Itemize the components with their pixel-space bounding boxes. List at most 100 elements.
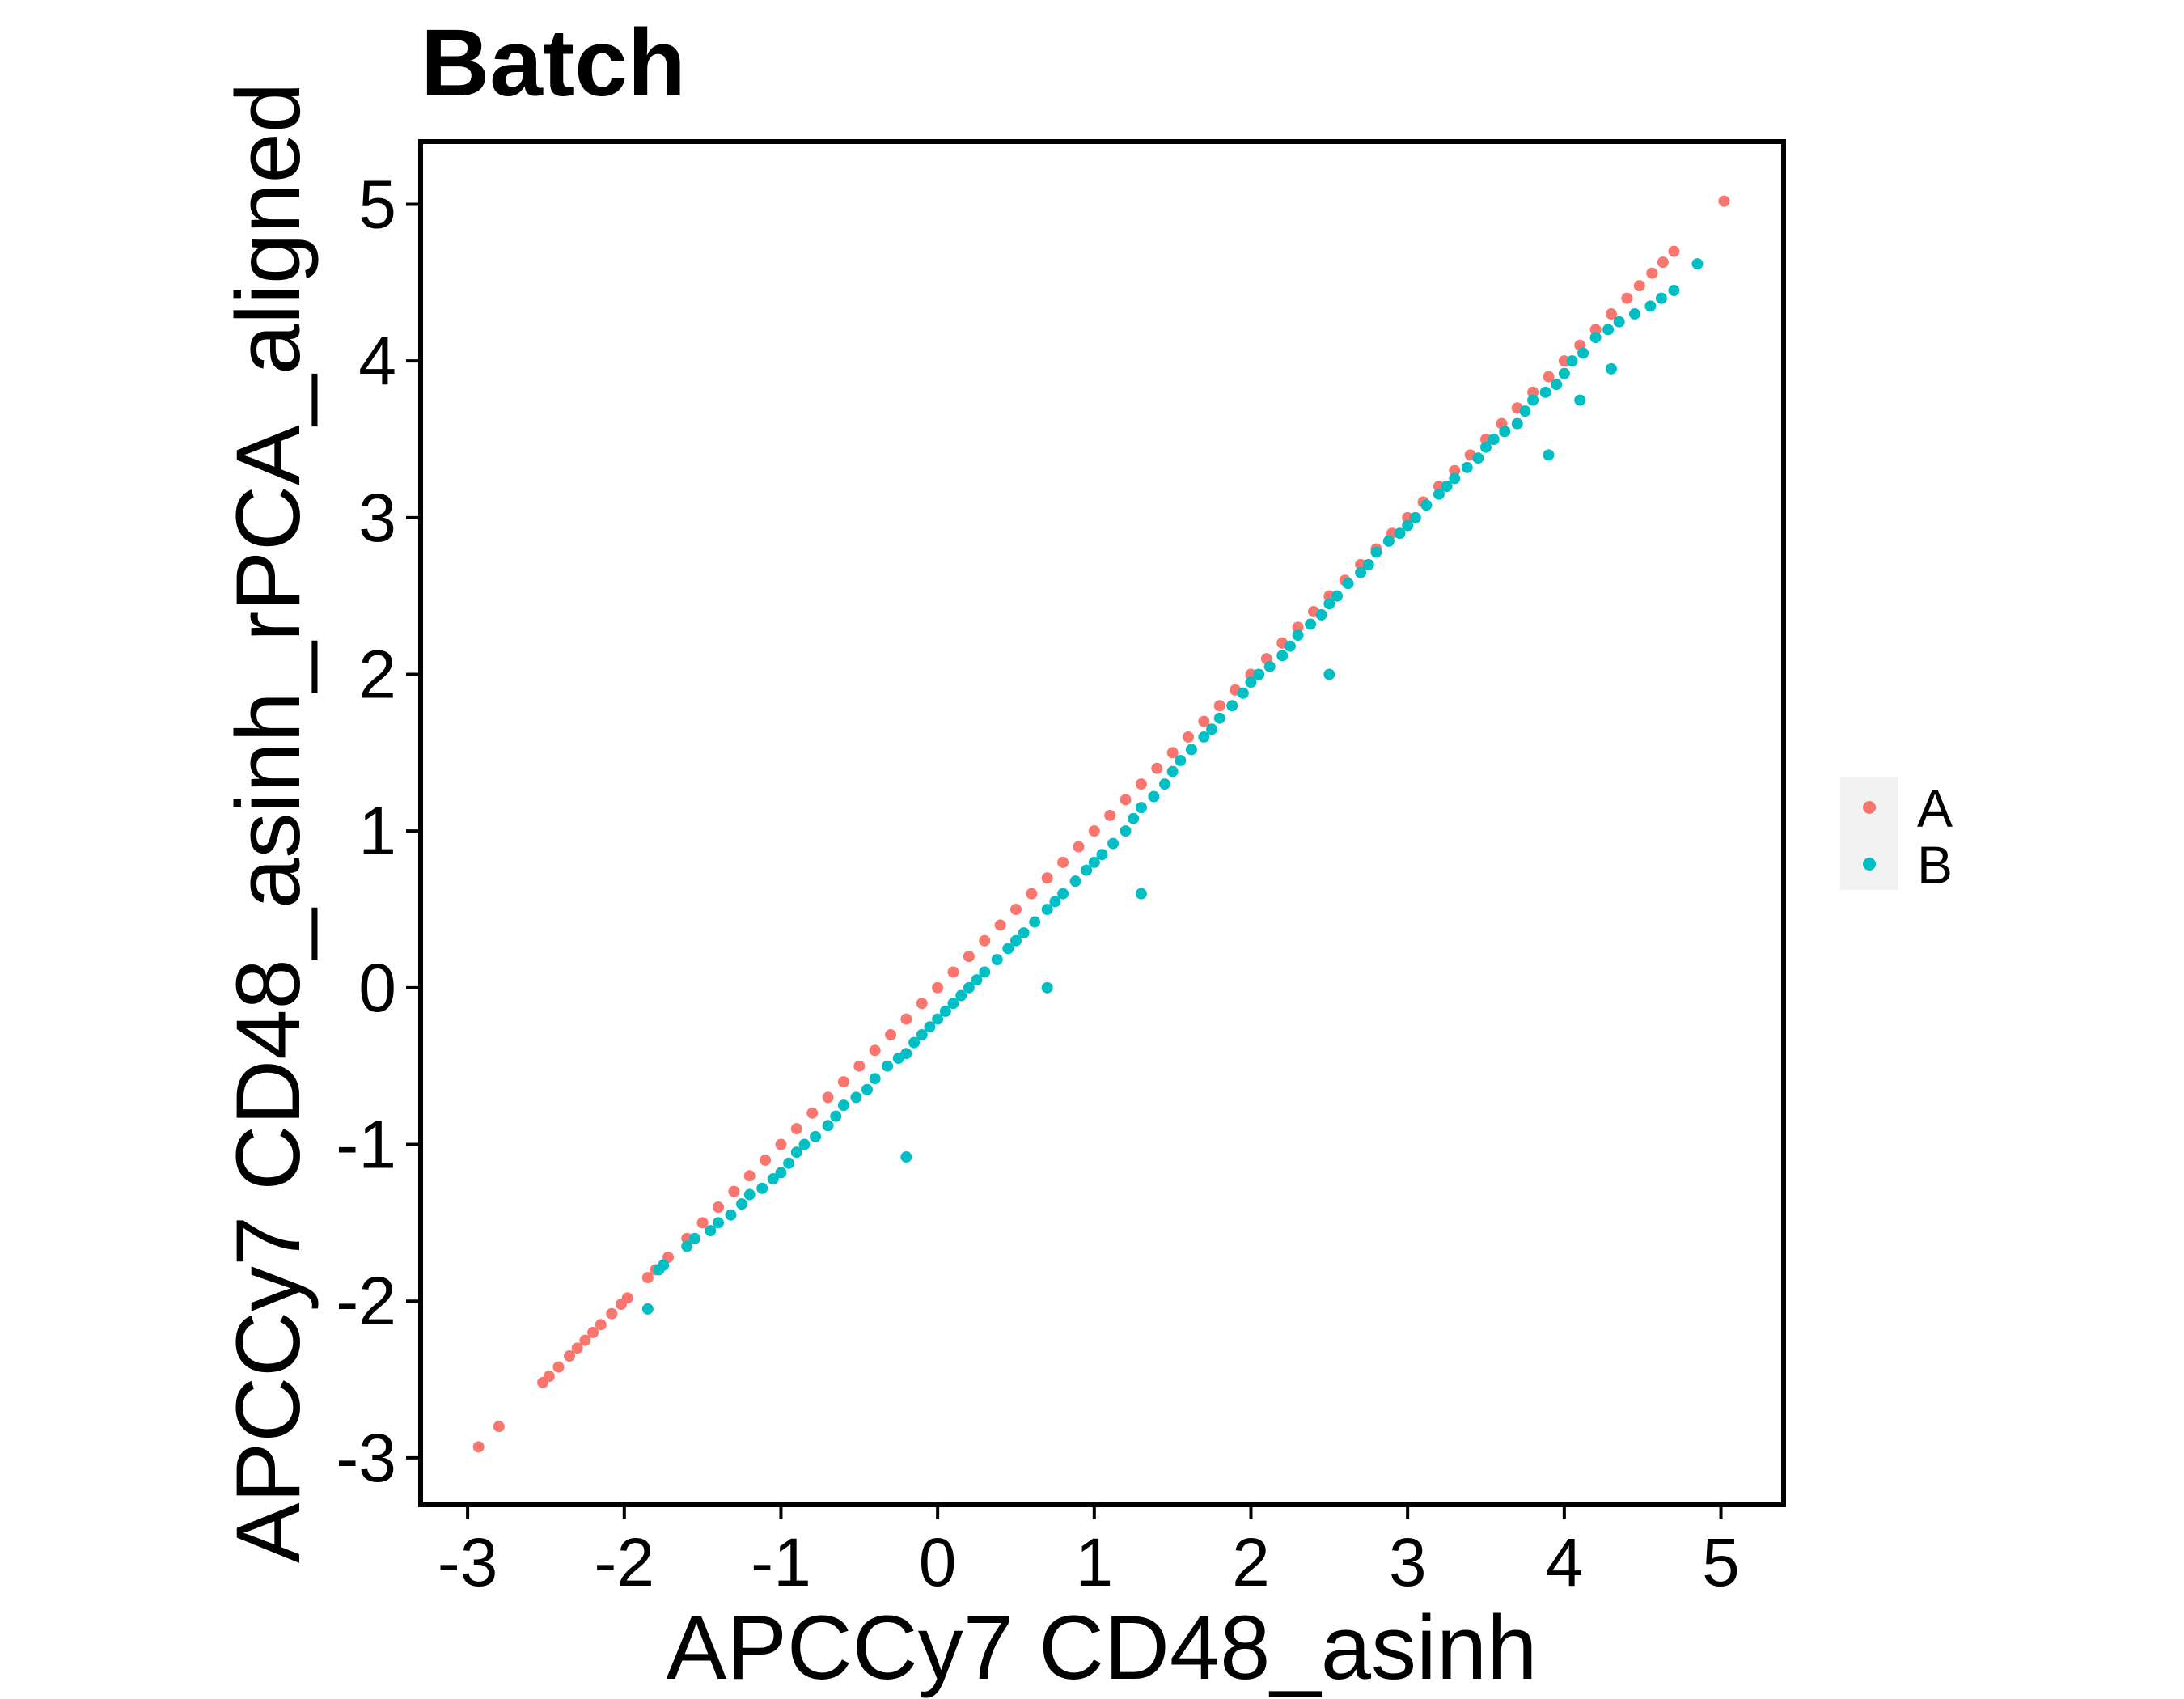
data-point xyxy=(1128,812,1140,824)
data-point xyxy=(932,1013,944,1025)
data-point xyxy=(1069,875,1081,888)
data-point xyxy=(1049,896,1061,908)
data-point xyxy=(869,1073,881,1085)
data-point xyxy=(1433,481,1445,493)
data-point xyxy=(1166,765,1179,777)
x-tick-label: 0 xyxy=(919,1524,957,1600)
data-point xyxy=(681,1232,693,1244)
data-point xyxy=(1480,441,1492,453)
data-point xyxy=(1394,527,1406,540)
data-point xyxy=(1433,488,1445,500)
data-point xyxy=(1057,888,1069,900)
legend-key-A xyxy=(1863,801,1876,814)
data-point xyxy=(696,1217,709,1229)
data-point xyxy=(1402,519,1414,532)
data-point xyxy=(1558,355,1570,367)
data-point xyxy=(705,1225,717,1237)
series-B xyxy=(641,258,1704,1315)
legend-key-B xyxy=(1863,858,1876,871)
data-point xyxy=(775,1138,787,1150)
data-point xyxy=(837,1099,849,1112)
data-point xyxy=(1644,300,1657,312)
data-point xyxy=(1206,723,1218,735)
data-point xyxy=(728,1185,740,1197)
data-point xyxy=(1002,943,1014,955)
data-point xyxy=(756,1182,768,1194)
data-point xyxy=(1148,790,1160,803)
data-point xyxy=(790,1146,802,1159)
data-point xyxy=(1527,386,1539,398)
data-point xyxy=(939,1005,951,1017)
data-point xyxy=(932,981,944,994)
data-point xyxy=(1409,511,1421,523)
data-point xyxy=(641,1303,654,1315)
data-point xyxy=(837,1076,849,1088)
data-point xyxy=(869,1044,881,1057)
data-point xyxy=(1253,668,1265,680)
data-point xyxy=(1402,511,1414,523)
data-point xyxy=(955,989,967,1002)
data-point xyxy=(1621,292,1633,304)
x-tick-label: -2 xyxy=(594,1524,654,1600)
data-point xyxy=(1449,464,1461,477)
legend-label-A: A xyxy=(1917,778,1953,838)
data-point xyxy=(810,1130,822,1142)
data-point xyxy=(1041,904,1053,916)
data-point xyxy=(1175,755,1187,767)
y-tick-label: 5 xyxy=(358,166,396,242)
data-point xyxy=(1107,837,1120,850)
data-point xyxy=(1480,433,1492,445)
data-point xyxy=(1057,856,1069,868)
data-point xyxy=(1183,731,1195,743)
data-point xyxy=(924,1021,936,1033)
x-tick-label: -3 xyxy=(438,1524,498,1600)
data-point xyxy=(1646,267,1658,279)
data-point xyxy=(1382,535,1395,547)
data-point xyxy=(775,1167,787,1179)
data-point xyxy=(1305,618,1317,630)
data-point xyxy=(1088,856,1100,868)
data-point xyxy=(1691,258,1704,270)
data-point xyxy=(1185,744,1197,756)
data-point xyxy=(783,1157,795,1169)
y-tick-label: 3 xyxy=(358,480,396,556)
data-point xyxy=(850,1091,862,1104)
data-point xyxy=(885,1028,897,1040)
data-point xyxy=(947,966,959,978)
data-point xyxy=(1213,700,1225,712)
y-tick-label: -3 xyxy=(336,1420,396,1496)
data-point xyxy=(861,1083,873,1095)
x-tick-label: 3 xyxy=(1389,1524,1427,1600)
data-point xyxy=(1292,629,1304,642)
data-point xyxy=(1158,778,1170,790)
data-point xyxy=(947,998,959,1010)
data-point xyxy=(1472,452,1484,464)
data-point xyxy=(900,1013,912,1025)
data-point xyxy=(1331,590,1344,602)
data-point xyxy=(830,1110,842,1122)
data-point xyxy=(1135,778,1147,790)
data-point xyxy=(1284,640,1296,652)
data-point xyxy=(767,1173,779,1185)
data-point xyxy=(1166,747,1179,759)
data-point xyxy=(1120,825,1132,837)
data-point xyxy=(1602,324,1615,336)
y-tick-label: -1 xyxy=(336,1107,396,1183)
y-tick-label: 1 xyxy=(358,793,396,869)
data-point xyxy=(1420,499,1433,511)
data-point xyxy=(1315,608,1327,621)
data-point xyxy=(806,1107,819,1119)
data-point xyxy=(653,1264,665,1276)
data-point xyxy=(1488,433,1500,445)
data-point xyxy=(1370,546,1382,558)
data-point xyxy=(908,1036,921,1049)
x-tick-label: -1 xyxy=(751,1524,811,1600)
data-point xyxy=(1237,687,1249,699)
data-point xyxy=(971,974,983,986)
data-point xyxy=(1629,308,1641,320)
data-point xyxy=(1613,316,1625,328)
data-point xyxy=(1198,715,1210,727)
data-point xyxy=(1088,825,1100,837)
data-point xyxy=(1226,700,1238,712)
data-point xyxy=(641,1272,654,1284)
